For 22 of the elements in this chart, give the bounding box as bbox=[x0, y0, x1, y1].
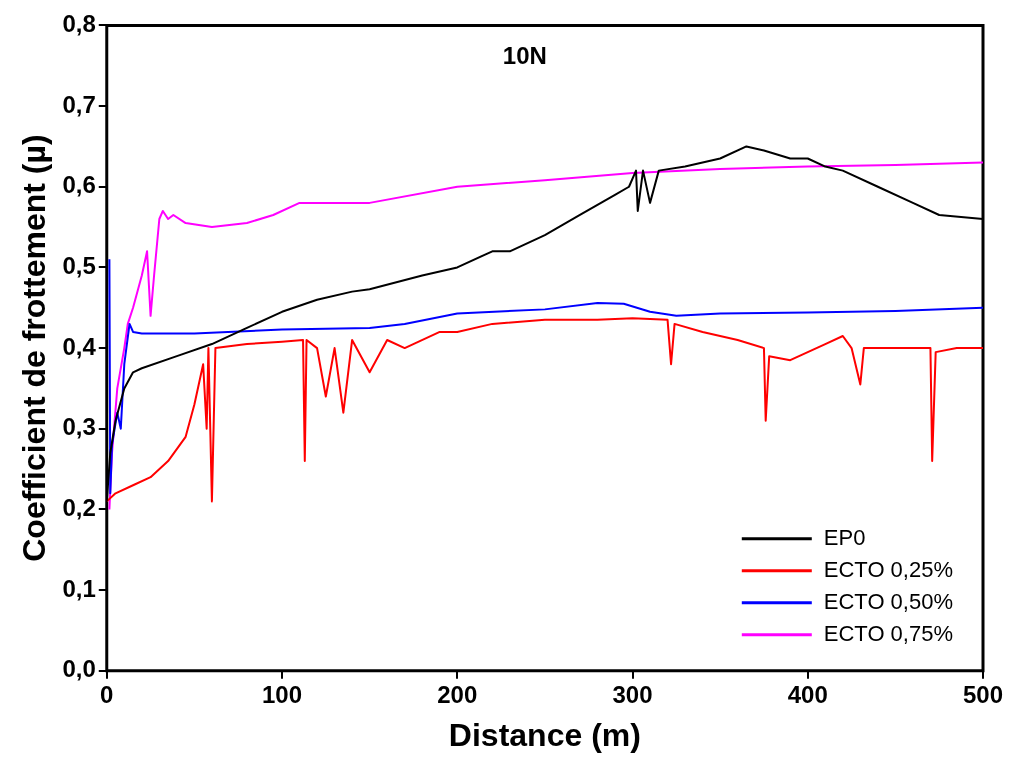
y-tick-label: 0,3 bbox=[62, 413, 96, 441]
legend-label: ECTO 0,75% bbox=[823, 620, 954, 646]
text: 10N bbox=[502, 42, 547, 70]
x-tick-label: 400 bbox=[787, 680, 828, 708]
y-tick-label: 0,6 bbox=[62, 171, 96, 199]
y-tick-label: 0,5 bbox=[62, 252, 96, 280]
legend-label: EP0 bbox=[823, 524, 866, 550]
legend-label: ECTO 0,25% bbox=[823, 556, 954, 582]
x-tick-label: 200 bbox=[437, 680, 478, 708]
y-tick-label: 0,0 bbox=[62, 655, 96, 683]
x-axis-title: Distance (m) bbox=[448, 716, 641, 753]
x-tick-label: 300 bbox=[612, 680, 653, 708]
y-tick-label: 0,2 bbox=[62, 494, 96, 522]
y-tick-label: 0,8 bbox=[62, 10, 96, 38]
x-tick-label: 0 bbox=[100, 680, 114, 708]
x-tick-label: 100 bbox=[261, 680, 303, 708]
y-tick-label: 0,7 bbox=[62, 90, 96, 118]
y-tick-label: 0,1 bbox=[62, 574, 96, 602]
y-axis-title: Coefficient de frottement (µ) bbox=[16, 134, 53, 562]
y-tick-label: 0,4 bbox=[62, 332, 97, 360]
legend-label: ECTO 0,50% bbox=[823, 588, 954, 614]
x-tick-label: 500 bbox=[962, 680, 1004, 708]
